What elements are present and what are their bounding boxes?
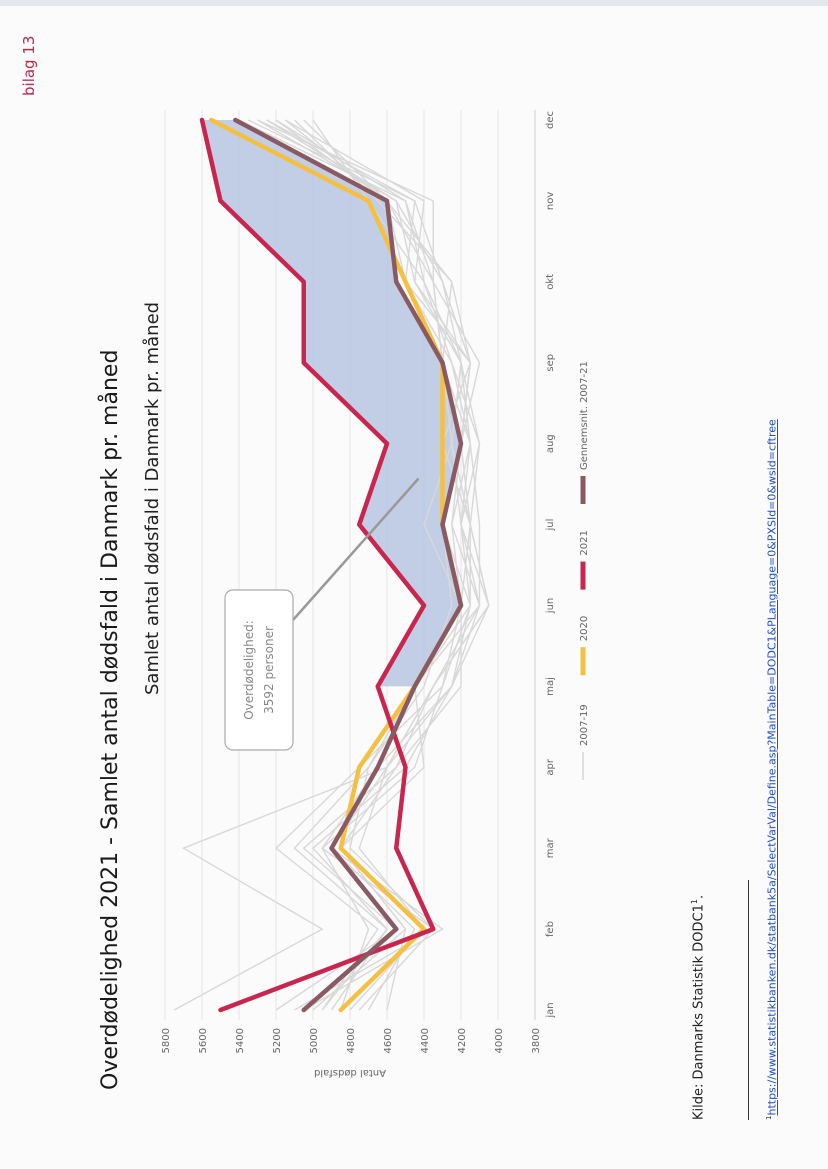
footnote-divider [748,880,749,1120]
source-text: Kilde: Danmarks Statistik DODC1 [691,904,707,1120]
series-line-2007-19 [266,119,471,1011]
x-tick-label: jan [545,1002,556,1018]
source-note: Kilde: Danmarks Statistik DODC11. [690,894,707,1120]
source-link[interactable]: https://www.statistikbanken.dk/statbank5… [765,419,779,1116]
y-tick-label: 4400 [420,1028,431,1053]
series-line-gennemsnit-2007-21 [233,117,464,1013]
x-tick-label: nov [545,192,556,210]
y-tick-label: 5600 [198,1028,209,1053]
series-line-2007-19 [247,119,471,1011]
legend-label: 2020 [579,616,590,641]
legend-label: Gennemsnit. 2007-21 [579,361,590,470]
x-tick-label: sep [545,354,556,372]
x-tick-label: okt [545,274,556,290]
rotated-page-content: Overdødelighed 2021 - Samlet antal dødsf… [60,50,779,1150]
y-tick-label: 5000 [309,1028,320,1053]
x-tick-label: maj [545,677,556,696]
annotation-text: 3592 personer [262,626,276,714]
legend-label: 2021 [579,530,590,555]
footnote: 1https://www.statistikbanken.dk/statbank… [765,419,779,1120]
series-line-2007-19 [257,119,462,1011]
annotation-text: Overdødelighed: [242,620,256,720]
y-tick-label: 5800 [161,1028,172,1053]
x-tick-label: jul [545,519,556,532]
series-line-2007-19 [275,119,490,1011]
x-tick-label: jun [545,598,556,614]
annotation-arrow [292,477,420,621]
x-tick-label: dec [545,111,556,129]
source-footnote-marker: 1 [690,899,699,905]
footnote-marker: 1 [765,1115,773,1120]
y-tick-label: 4000 [494,1028,505,1053]
y-axis-label: Antal dødsfald [314,1067,386,1078]
series-line-2007-19 [312,119,481,1011]
series-line-2021 [199,117,436,1013]
mortality-chart: 3800 4000 4200 4400 4600 4800 5000 5200 5400 5600… [161,110,590,1078]
x-tick-label: feb [545,921,556,937]
x-tick-label: aug [545,434,556,453]
y-tick-label: 4200 [457,1028,468,1053]
x-tick-label: mar [545,837,556,858]
y-tick-label: 4600 [383,1028,394,1053]
excess-mortality-area [202,120,461,687]
appendix-tag: bilag 13 [20,35,38,96]
page-edge [0,0,828,6]
y-tick-label: 5400 [235,1028,246,1053]
legend-label: 2007-19 [579,704,590,746]
y-tick-label: 4800 [346,1028,357,1053]
y-tick-label: 5200 [272,1028,283,1053]
annotation-box [224,589,294,751]
x-tick-label: apr [545,758,556,775]
y-tick-label: 3800 [531,1028,542,1053]
